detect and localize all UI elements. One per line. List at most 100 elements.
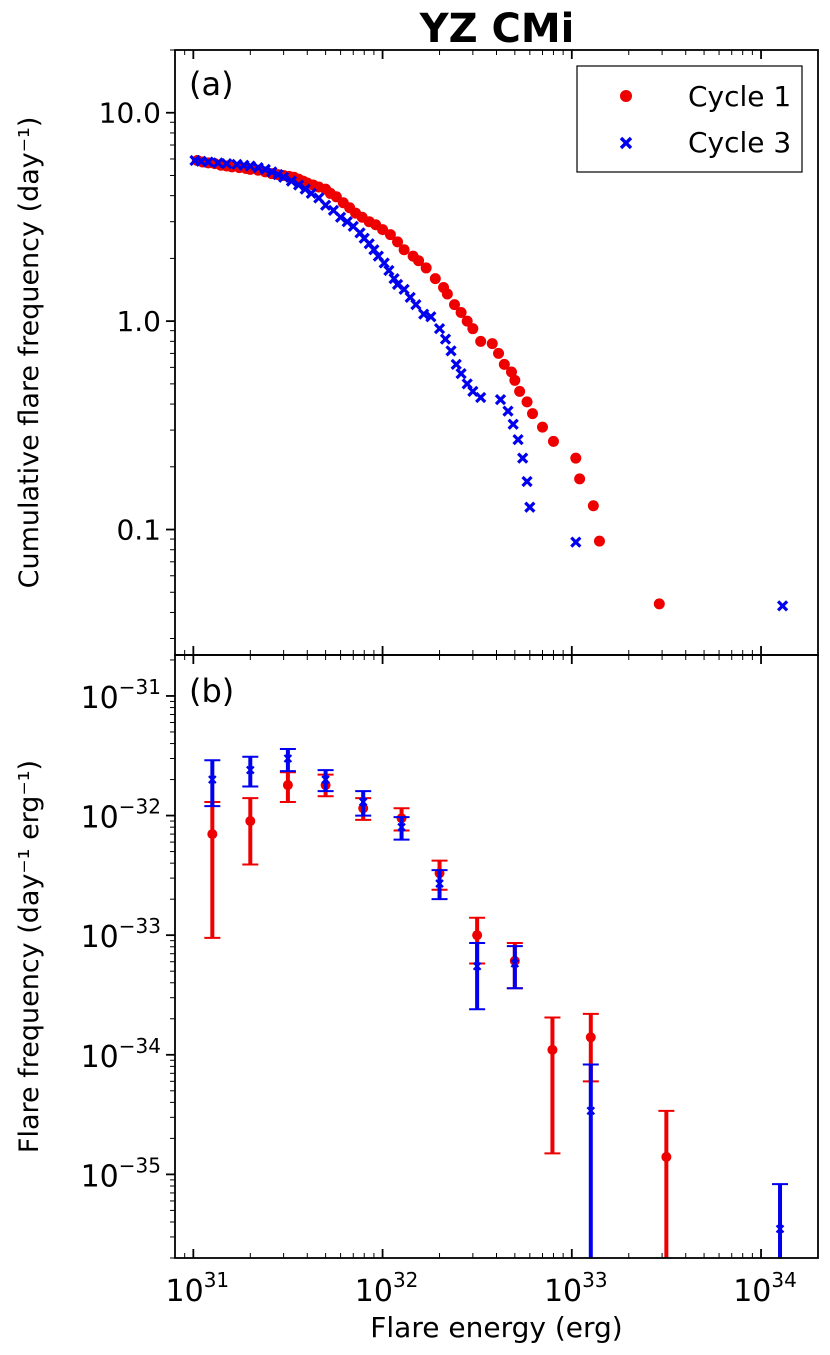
x-marker <box>455 367 467 380</box>
x-stroke <box>435 879 444 888</box>
data-point-cycle1 <box>245 816 256 827</box>
x-stroke <box>368 244 380 256</box>
x-marker <box>510 959 520 968</box>
x-stroke <box>524 501 536 513</box>
data-point-cycle1 <box>587 500 599 512</box>
tick-mantissa: 10 <box>733 1274 771 1309</box>
x-stroke <box>334 211 347 223</box>
data-point-cycle1 <box>514 385 526 397</box>
x-marker <box>512 434 524 446</box>
x-marker <box>507 418 519 430</box>
panel-b-xtick-label: 1032 <box>355 1268 419 1309</box>
x-marker <box>208 775 217 784</box>
data-point-cycle1 <box>207 829 218 840</box>
x-marker <box>524 501 536 513</box>
x-stroke <box>202 156 214 168</box>
data-point-cycle1 <box>493 347 505 359</box>
x-stroke <box>372 250 384 262</box>
panel-a-ticks: 0.1 1.0 10.0 <box>99 49 819 655</box>
x-stroke <box>418 308 430 320</box>
panel-a: 0.1 1.0 10.0 (a) Cycle 1 Cycle 3 Cumulativ… <box>14 49 819 656</box>
x-stroke <box>586 1106 596 1116</box>
legend-cycle1-marker <box>620 90 632 102</box>
x-marker <box>319 199 332 211</box>
data-point-cycle1 <box>527 408 539 420</box>
x-stroke <box>363 238 375 250</box>
data-point-cycle1 <box>574 473 586 485</box>
x-marker <box>378 257 390 269</box>
x-stroke <box>277 171 290 183</box>
x-marker <box>475 391 487 404</box>
tick-mantissa: 10 <box>166 1274 204 1309</box>
x-stroke <box>313 192 325 204</box>
x-stroke <box>347 220 359 232</box>
data-point-cycle1 <box>461 315 473 327</box>
panel-b-series-cycle1 <box>204 771 675 1258</box>
data-point-cycle1 <box>509 374 521 386</box>
x-stroke <box>391 278 404 291</box>
tick-exponent: −31 <box>119 675 161 699</box>
tick-mantissa: 10 <box>81 1040 119 1075</box>
panel-a-series-cycle3 <box>189 154 789 612</box>
data-point-cycle1 <box>282 780 293 791</box>
tick-mantissa: 10 <box>544 1274 582 1309</box>
error-bar-cycle3 <box>469 942 486 1011</box>
data-point-cycle1 <box>455 307 467 319</box>
x-marker <box>221 157 233 170</box>
x-stroke <box>358 232 370 244</box>
x-stroke <box>292 179 305 191</box>
x-marker <box>383 264 395 277</box>
panel-a-ytick-label: 1.0 <box>116 305 161 338</box>
x-marker <box>321 775 330 784</box>
x-stroke <box>455 367 467 380</box>
x-stroke <box>221 157 233 170</box>
panel-b-xtick-label: 1034 <box>733 1268 797 1309</box>
x-marker <box>358 797 368 807</box>
panel-b-label: (b) <box>189 672 234 710</box>
data-point-cycle1 <box>449 299 461 311</box>
data-point-cycle1 <box>653 598 665 610</box>
x-marker <box>450 358 462 371</box>
x-marker <box>445 345 457 357</box>
x-stroke <box>461 378 473 390</box>
x-stroke <box>305 187 317 200</box>
x-stroke <box>321 775 330 784</box>
panel-b-ylabel: Flare frequency (day⁻¹ erg⁻¹) <box>14 760 45 1153</box>
tick-mantissa: 10 <box>355 1274 393 1309</box>
legend-cycle1-label: Cycle 1 <box>688 80 791 113</box>
tick-exponent: 31 <box>204 1268 229 1292</box>
panel-a-series-cycle1 <box>191 154 665 610</box>
x-marker <box>397 822 406 832</box>
x-stroke <box>358 797 368 807</box>
x-stroke <box>244 160 256 172</box>
panel-b-series-cycle3 <box>204 748 789 1258</box>
x-marker <box>776 600 789 612</box>
error-bar-cycle3 <box>204 759 221 808</box>
data-point-cycle1 <box>593 535 605 547</box>
x-stroke <box>266 166 278 178</box>
x-stroke <box>494 394 507 406</box>
x-stroke <box>445 345 457 357</box>
data-point-cycle1 <box>384 229 396 241</box>
x-stroke <box>327 204 340 217</box>
data-point-cycle1 <box>441 288 453 300</box>
panel-b-ytick-label: 10−32 <box>81 795 161 836</box>
data-point-cycle1 <box>429 273 441 285</box>
x-stroke <box>246 765 255 775</box>
panel-b-xlabel: Flare energy (erg) <box>370 1311 622 1344</box>
tick-exponent: −35 <box>119 1153 161 1177</box>
tick-exponent: −34 <box>119 1034 161 1058</box>
x-marker <box>570 536 582 548</box>
x-stroke <box>388 272 400 285</box>
x-marker <box>277 171 290 183</box>
data-point-cycle1 <box>475 335 487 347</box>
x-marker <box>259 163 271 175</box>
x-stroke <box>272 168 284 181</box>
x-stroke <box>472 961 482 971</box>
data-point-cycle1 <box>547 435 559 447</box>
x-marker <box>619 136 633 150</box>
data-point-cycle1 <box>398 244 410 256</box>
x-marker <box>435 879 444 888</box>
x-stroke <box>397 822 406 832</box>
